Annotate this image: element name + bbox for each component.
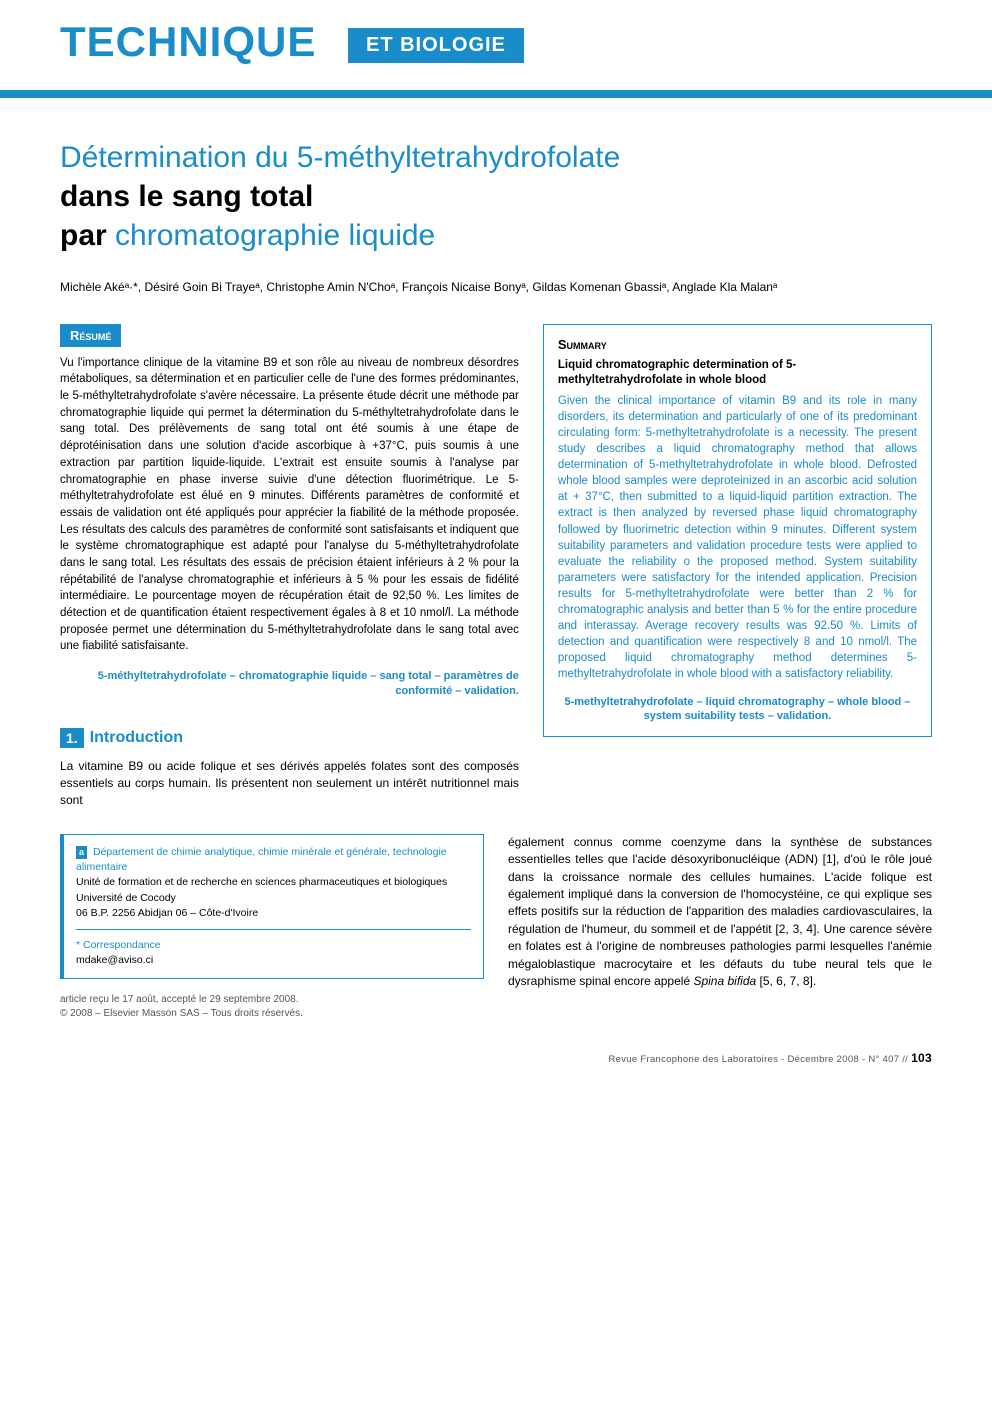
page-footer: Revue Francophone des Laboratoires - Déc… — [60, 1051, 932, 1065]
page-content: Détermination du 5-méthyltetrahydrofolat… — [0, 138, 992, 1105]
copyright-line: © 2008 – Elsevier Masson SAS – Tous droi… — [60, 1007, 484, 1021]
body-text-part1: également connus comme coenzyme dans la … — [508, 835, 932, 988]
authors-list: Michèle Akéᵃ·*, Désiré Goin Bi Trayeᵃ, C… — [60, 279, 932, 296]
affiliation-marker: a — [76, 846, 87, 859]
section-1-label: Introduction — [90, 729, 183, 747]
resume-keywords: 5-méthyltetrahydrofolate – chromatograph… — [60, 669, 519, 700]
title-line-1: Détermination du 5-méthyltetrahydrofolat… — [60, 138, 932, 177]
article-title: Détermination du 5-méthyltetrahydrofolat… — [60, 138, 932, 255]
title-line-3-bold: par — [60, 219, 107, 252]
received-line: article reçu le 17 août, accepté le 29 s… — [60, 993, 484, 1007]
resume-column: Résumé Vu l'importance clinique de la vi… — [60, 324, 519, 810]
summary-header: Summary — [558, 337, 917, 352]
title-line-3-light: chromatographie liquide — [107, 219, 436, 252]
banner-rule — [0, 90, 992, 98]
body-text-refs: [5, 6, 7, 8]. — [756, 974, 816, 988]
summary-keywords: 5-methyltetrahydrofolate – liquid chroma… — [558, 695, 917, 725]
body-text-italic: Spina bifida — [693, 974, 756, 988]
abstract-row: Résumé Vu l'importance clinique de la vi… — [60, 324, 932, 810]
affiliation-dept: Département de chimie analytique, chimie… — [76, 846, 447, 873]
summary-body: Given the clinical importance of vitamin… — [558, 393, 917, 683]
affiliation-address: 06 B.P. 2256 Abidjan 06 – Côte-d'Ivoire — [76, 906, 471, 921]
lower-row: a Département de chimie analytique, chim… — [60, 834, 932, 1022]
affiliation-box: a Département de chimie analytique, chim… — [60, 834, 484, 980]
summary-title: Liquid chromatographic determination of … — [558, 358, 917, 389]
body-continue-column: également connus comme coenzyme dans la … — [508, 834, 932, 991]
affiliation-column: a Département de chimie analytique, chim… — [60, 834, 484, 1022]
footer-journal: Revue Francophone des Laboratoires - Déc… — [608, 1054, 908, 1065]
banner-title: TECHNIQUE — [60, 18, 316, 66]
affiliation-university: Université de Cocody — [76, 891, 471, 906]
intro-paragraph: La vitamine B9 ou acide folique et ses d… — [60, 758, 519, 810]
body-paragraph: également connus comme coenzyme dans la … — [508, 834, 932, 991]
affiliation-unit: Unité de formation et de recherche en sc… — [76, 875, 471, 890]
correspondence-label: * Correspondance — [76, 938, 471, 953]
resume-header: Résumé — [60, 324, 121, 347]
footer-page-number: 103 — [911, 1051, 932, 1065]
summary-column: Summary Liquid chromatographic determina… — [543, 324, 932, 737]
section-1-heading: 1. Introduction — [60, 728, 519, 748]
section-1-number: 1. — [60, 728, 84, 748]
resume-body: Vu l'importance clinique de la vitamine … — [60, 355, 519, 655]
title-line-2: dans le sang total — [60, 180, 313, 213]
journal-banner: TECHNIQUE ET BIOLOGIE — [0, 0, 992, 80]
article-dates: article reçu le 17 août, accepté le 29 s… — [60, 993, 484, 1021]
banner-badge: ET BIOLOGIE — [348, 28, 524, 63]
summary-box: Summary Liquid chromatographic determina… — [543, 324, 932, 737]
affiliation-divider — [76, 929, 471, 930]
correspondence-email: mdake@aviso.ci — [76, 953, 471, 968]
